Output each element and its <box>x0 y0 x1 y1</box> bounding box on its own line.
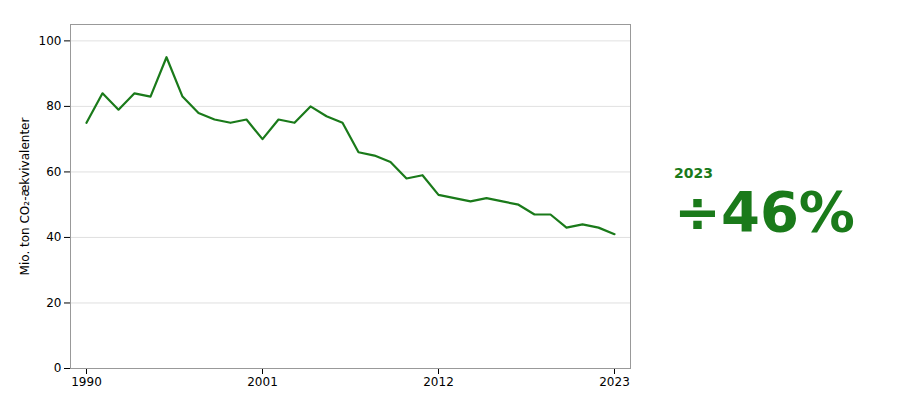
svg-text:100: 100 <box>39 34 62 48</box>
svg-text:2001: 2001 <box>247 375 278 389</box>
svg-text:2012: 2012 <box>423 375 454 389</box>
svg-text:20: 20 <box>46 296 61 310</box>
html-text:2023: 2023 <box>674 165 713 182</box>
svg-text:2023: 2023 <box>599 375 630 389</box>
svg-text:0: 0 <box>54 361 62 375</box>
svg-text:60: 60 <box>46 165 61 179</box>
html-text:÷46%: ÷46% <box>674 179 855 245</box>
svg-text:80: 80 <box>46 99 61 113</box>
svg-text:Mio. ton CO₂-ækvivalenter: Mio. ton CO₂-ækvivalenter <box>18 118 32 276</box>
svg-text:40: 40 <box>46 230 61 244</box>
svg-text:1990: 1990 <box>71 375 102 389</box>
